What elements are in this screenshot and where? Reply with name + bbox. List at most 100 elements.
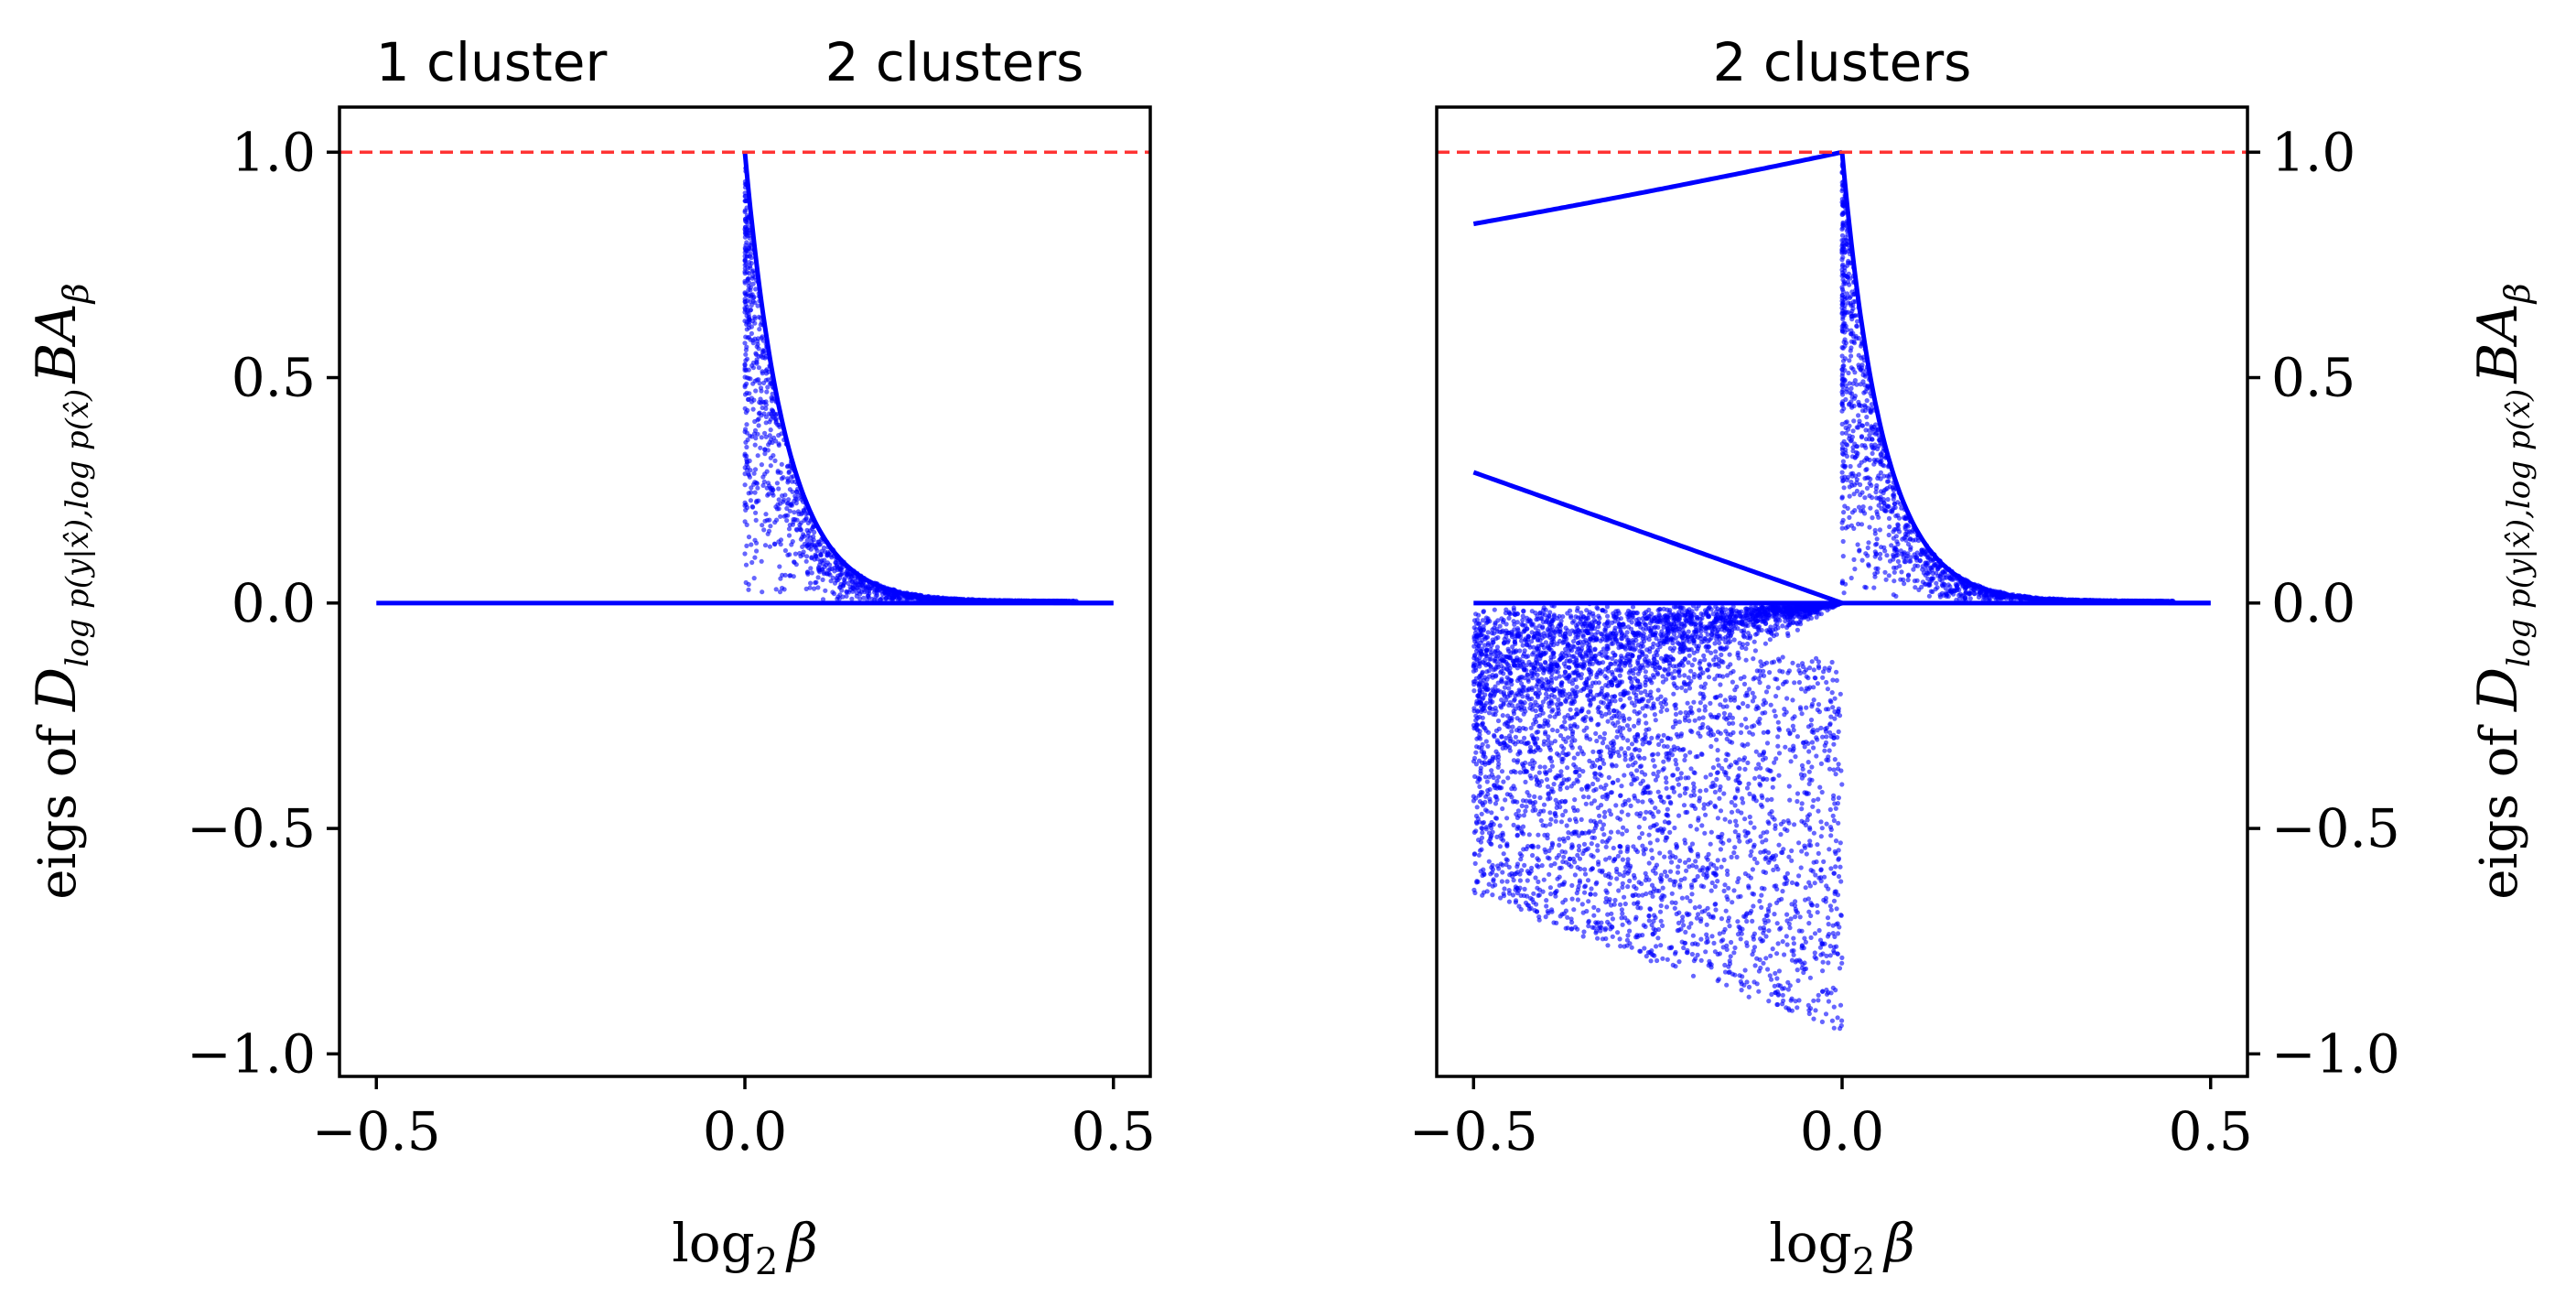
right-data-point <box>1474 617 1480 622</box>
right-data-point <box>1490 640 1496 645</box>
left-y-ticks: −1.0−0.50.00.51.0 <box>187 121 340 1085</box>
right-data-point <box>1845 263 1850 268</box>
right-data-point <box>1863 551 1869 557</box>
left-data-point <box>745 276 750 282</box>
right-data-point <box>1596 680 1601 686</box>
left-data-point <box>837 584 843 590</box>
right-data-point <box>1573 629 1579 634</box>
left-data-point <box>849 596 855 601</box>
right-data-point <box>1719 645 1725 651</box>
right-data-point <box>1701 653 1707 659</box>
right-data-point <box>1474 736 1480 741</box>
right-data-point <box>1661 624 1666 630</box>
left-data-point <box>745 437 750 443</box>
right-data-point <box>1882 548 1888 554</box>
right-data-point <box>1562 631 1568 636</box>
right-data-point <box>1925 570 1931 577</box>
right-data-point <box>1507 611 1513 617</box>
right-data-point <box>1854 382 1859 387</box>
right-data-point <box>1849 289 1855 295</box>
right-data-point <box>1849 454 1855 459</box>
right-data-point <box>1529 609 1535 614</box>
left-data-point <box>820 577 825 583</box>
right-data-point <box>1867 427 1872 433</box>
right-data-point <box>1573 676 1579 683</box>
right-data-point <box>1884 553 1890 558</box>
right-data-point <box>1667 645 1673 652</box>
right-data-point <box>1859 343 1864 349</box>
right-data-point <box>1538 653 1544 659</box>
left-x-ticks: −0.5 0.0 0.5 <box>312 1076 1156 1162</box>
right-data-point <box>1580 614 1586 620</box>
right-data-point <box>1813 604 1818 610</box>
right-data-point <box>1504 622 1509 627</box>
right-data-point <box>1720 659 1726 665</box>
right-plot-area <box>1437 149 2247 1032</box>
left-data-point <box>789 542 794 547</box>
left-data-point <box>754 498 760 503</box>
right-data-point <box>1555 615 1560 622</box>
right-data-point <box>1886 474 1892 480</box>
left-data-point <box>757 327 762 332</box>
right-data-point <box>1483 653 1489 659</box>
left-data-point <box>748 498 754 503</box>
right-data-point <box>1511 648 1516 654</box>
left-data-point <box>754 548 760 554</box>
right-data-point <box>1633 646 1638 652</box>
right-data-point <box>1530 652 1536 657</box>
left-data-point <box>762 471 768 477</box>
left-data-point <box>780 585 785 591</box>
right-data-point <box>1864 475 1870 481</box>
right-data-point <box>1590 654 1596 659</box>
right-data-point <box>1574 625 1579 631</box>
right-data-point <box>1905 578 1911 583</box>
right-data-point <box>1844 295 1849 301</box>
left-data-point <box>827 562 833 568</box>
right-data-point <box>1839 257 1845 263</box>
left-data-point <box>754 377 760 383</box>
right-data-point <box>1782 614 1787 620</box>
right-data-point <box>1589 684 1594 689</box>
right-data-point <box>1860 504 1866 510</box>
left-data-point <box>794 527 800 533</box>
right-data-point <box>1655 608 1661 613</box>
right-data-point <box>1540 685 1546 691</box>
right-data-point <box>1553 676 1558 681</box>
right-data-point <box>1920 579 1925 585</box>
right-data-point <box>1967 590 1973 596</box>
right-data-point <box>1557 674 1562 679</box>
right-data-point <box>1849 403 1855 408</box>
right-data-point <box>1913 537 1918 543</box>
right-data-point <box>1705 648 1710 654</box>
left-data-point <box>823 588 828 593</box>
right-data-point <box>1955 585 1960 591</box>
right-data-point <box>1859 522 1865 527</box>
left-data-point <box>798 520 804 525</box>
right-data-point <box>1639 641 1644 646</box>
right-data-point <box>1720 636 1726 642</box>
left-data-point <box>742 341 748 346</box>
right-data-point <box>1642 613 1647 619</box>
right-data-point <box>1913 585 1918 590</box>
left-data-point <box>750 268 757 274</box>
right-data-point <box>1546 738 1551 743</box>
right-data-point <box>1852 441 1858 447</box>
right-data-point <box>1743 646 1749 652</box>
left-data-point <box>795 509 802 514</box>
right-data-point <box>1751 624 1757 630</box>
right-data-point <box>1728 621 1733 626</box>
right-data-point <box>1684 608 1689 613</box>
right-data-point <box>1576 641 1581 646</box>
right-data-point <box>1609 632 1614 638</box>
right-data-point <box>1601 646 1607 652</box>
left-data-point <box>772 458 778 463</box>
right-data-point <box>1916 587 1922 593</box>
right-data-point <box>1845 279 1850 285</box>
right-data-point <box>1481 609 1486 614</box>
right-data-point <box>1886 532 1892 538</box>
left-data-point <box>749 485 754 491</box>
right-data-point <box>1723 646 1729 652</box>
right-data-point <box>1579 643 1585 648</box>
right-data-point <box>1839 578 1846 584</box>
right-data-point <box>1930 570 1935 577</box>
